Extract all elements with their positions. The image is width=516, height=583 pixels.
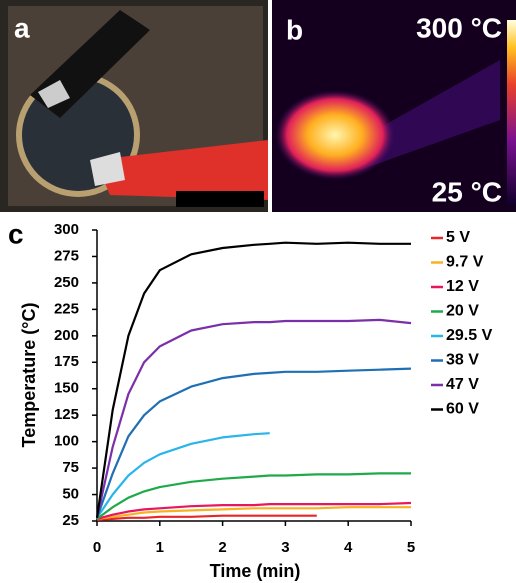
y-tick-label: 175 [54, 353, 79, 370]
x-tick-label: 3 [281, 539, 289, 556]
legend-label: 29.5 V [446, 327, 493, 344]
y-tick-label: 200 [54, 327, 79, 344]
y-axis-title: Temperature (°C) [19, 303, 39, 448]
y-tick-label: 25 [62, 512, 79, 529]
panel-label: c [8, 218, 24, 249]
y-tick-label: 100 [54, 433, 79, 450]
y-tick-label: 275 [54, 247, 79, 264]
y-tick-label: 300 [54, 221, 79, 238]
y-tick-label: 125 [54, 406, 79, 423]
y-tick-label: 150 [54, 380, 79, 397]
y-tick-label: 250 [54, 274, 79, 291]
y-tick-label: 225 [54, 300, 79, 317]
x-tick-label: 4 [344, 539, 353, 556]
legend-label: 20 V [446, 303, 479, 320]
y-tick-label: 75 [62, 459, 79, 476]
line [97, 369, 411, 518]
legend-label: 5 V [446, 229, 470, 246]
legend-label: 47 V [446, 376, 479, 393]
photo-panel [0, 0, 268, 212]
x-tick-label: 5 [407, 539, 415, 556]
legend-label: 60 V [446, 401, 479, 418]
x-axis-title: Time (min) [210, 561, 301, 581]
line [97, 320, 411, 518]
panel-label: b [286, 14, 303, 45]
x-tick-label: 2 [218, 539, 226, 556]
x-tick-label: 0 [93, 539, 101, 556]
y-tick-label: 50 [62, 486, 79, 503]
panel-label: a [14, 12, 30, 43]
figure: a b 300 °C 25 °C c Time (min) Temperatur… [0, 0, 516, 583]
legend-label: 9.7 V [446, 254, 484, 271]
x-tick-label: 1 [156, 539, 164, 556]
scale-min: 25 °C [432, 176, 502, 207]
legend-label: 12 V [446, 278, 479, 295]
scale-max: 300 °C [416, 12, 502, 43]
line [97, 516, 317, 520]
legend-label: 38 V [446, 352, 479, 369]
